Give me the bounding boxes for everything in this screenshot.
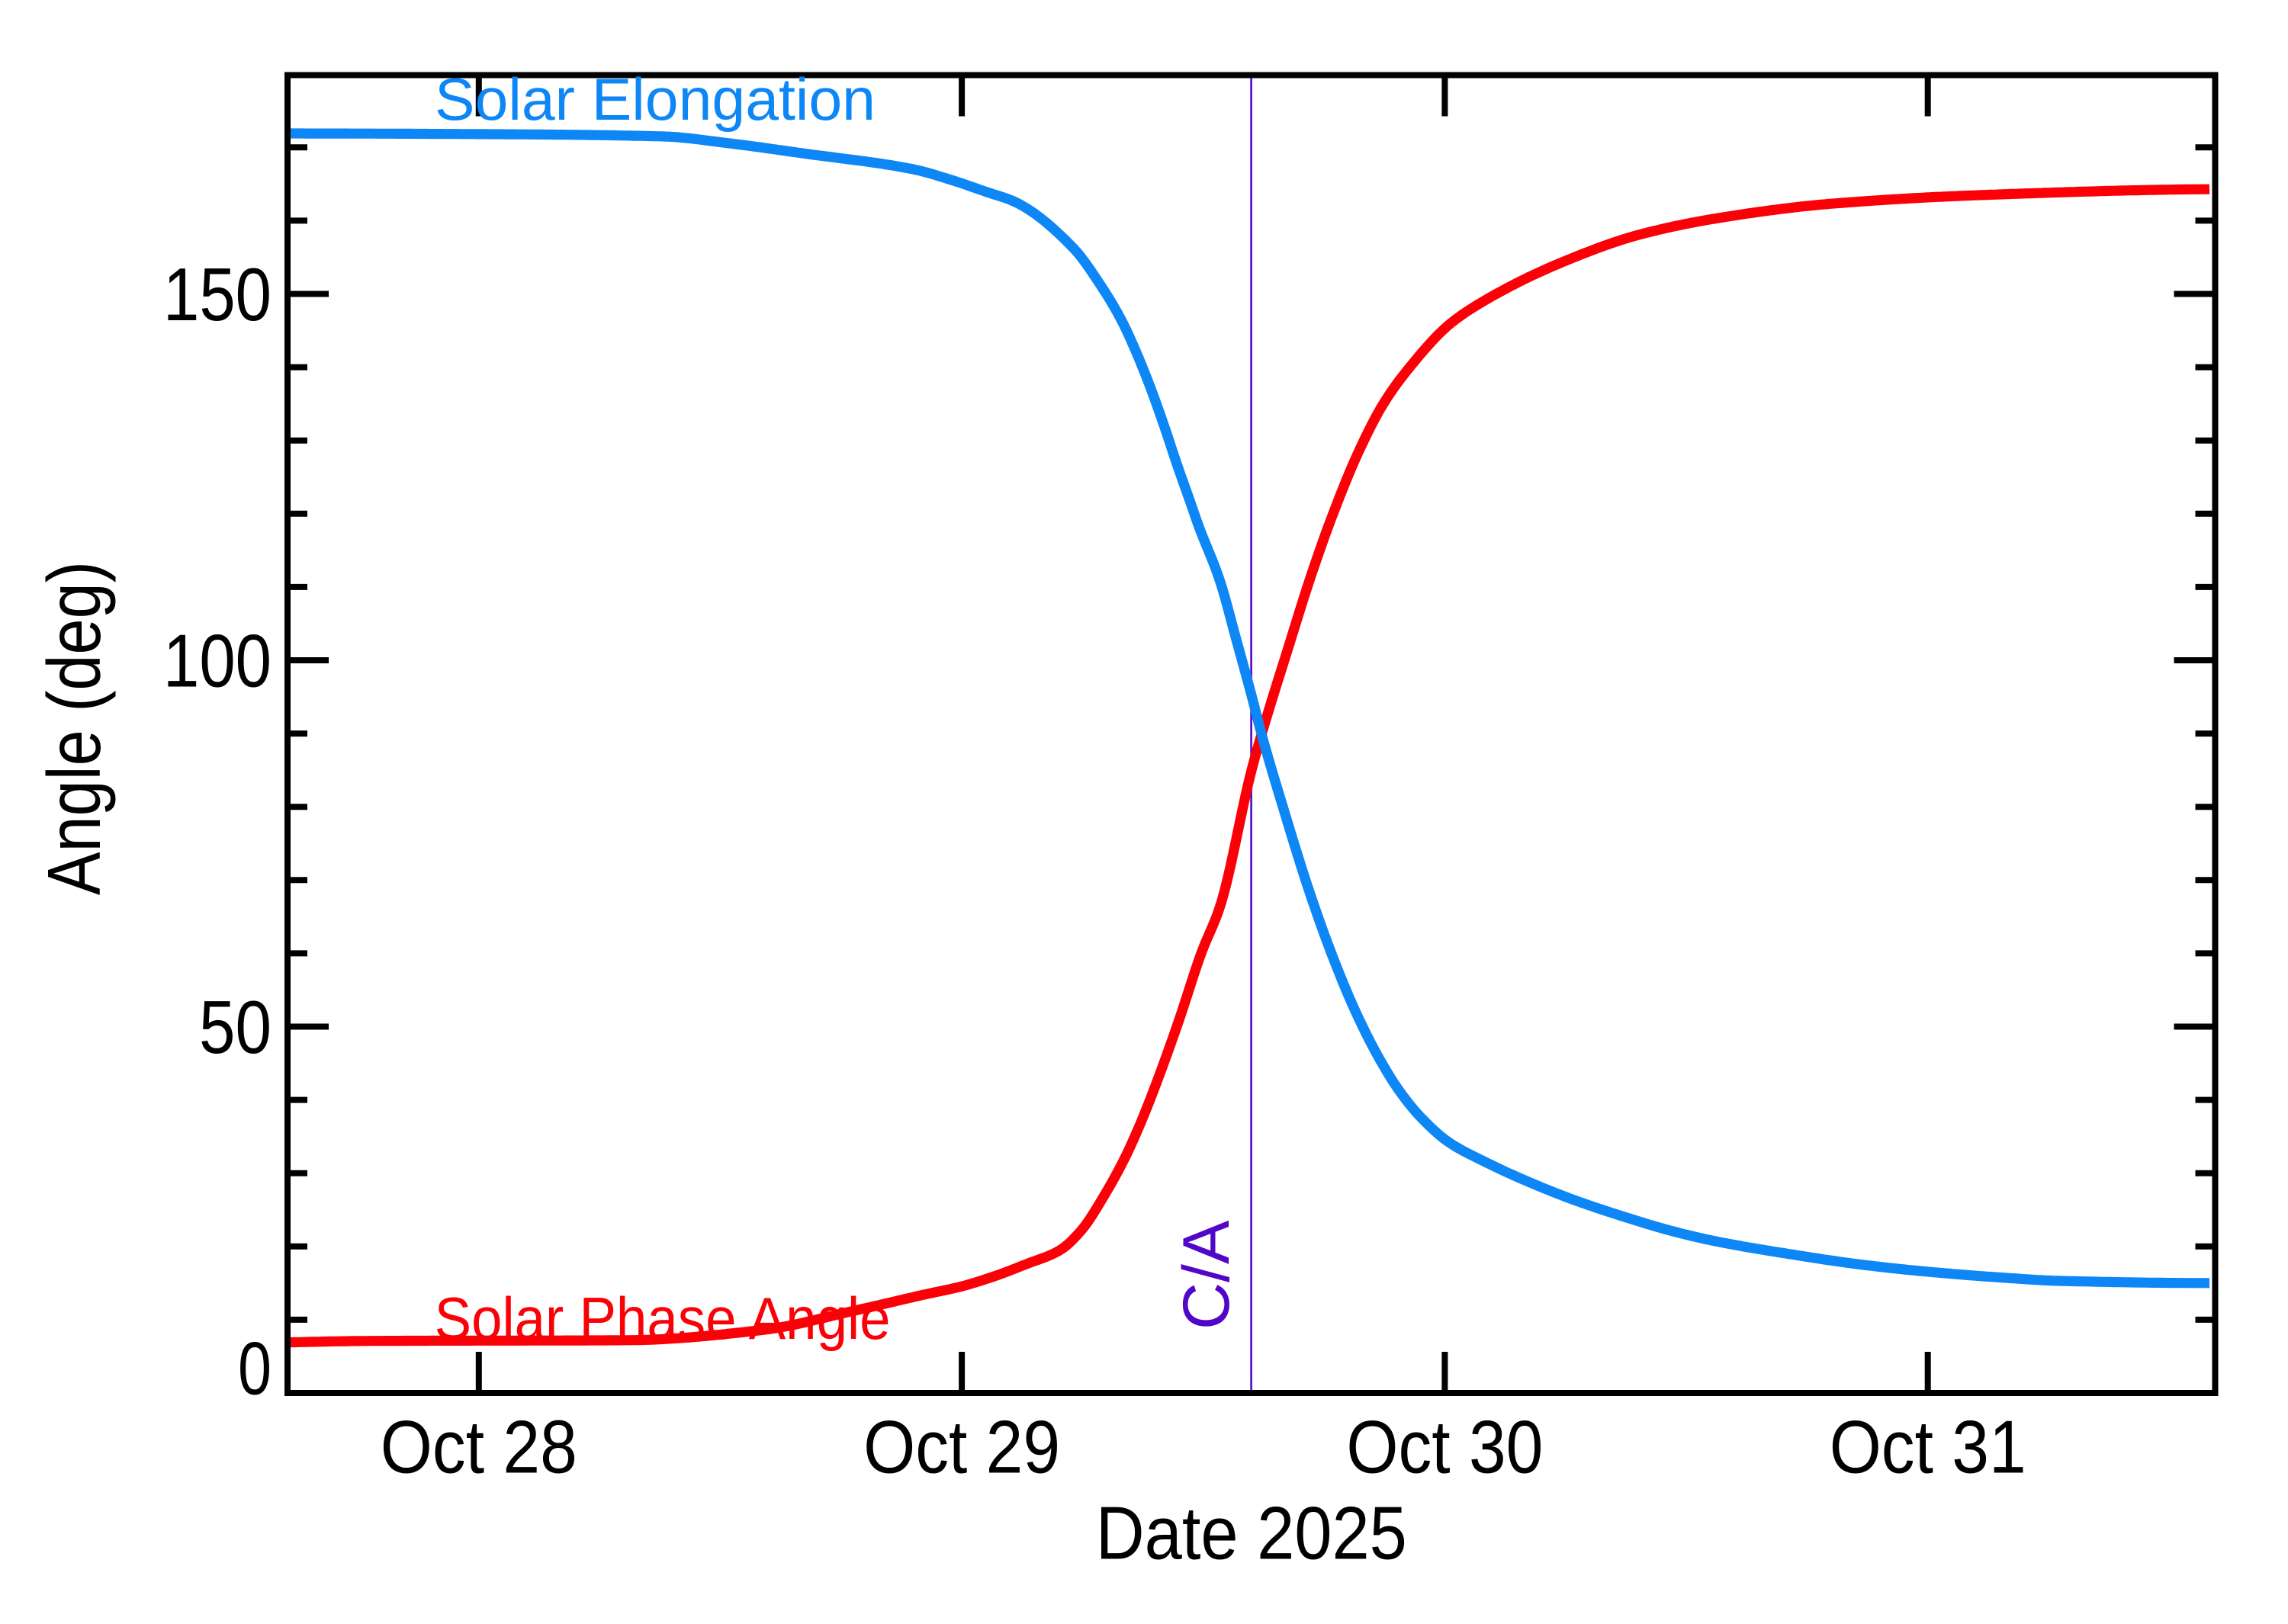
svg-text:Solar Elongation: Solar Elongation — [435, 66, 876, 133]
svg-text:0: 0 — [238, 1327, 272, 1411]
svg-text:Oct 31: Oct 31 — [1830, 1405, 2026, 1489]
svg-text:Date 2025: Date 2025 — [1096, 1491, 1407, 1575]
svg-text:Angle (deg): Angle (deg) — [32, 561, 116, 895]
svg-text:100: 100 — [163, 618, 272, 702]
svg-text:C/A: C/A — [1170, 1220, 1243, 1330]
svg-text:Oct 28: Oct 28 — [381, 1405, 577, 1489]
svg-text:150: 150 — [163, 252, 272, 336]
svg-text:50: 50 — [199, 985, 272, 1069]
svg-text:Oct 30: Oct 30 — [1346, 1405, 1543, 1489]
svg-text:Oct 29: Oct 29 — [863, 1405, 1060, 1489]
